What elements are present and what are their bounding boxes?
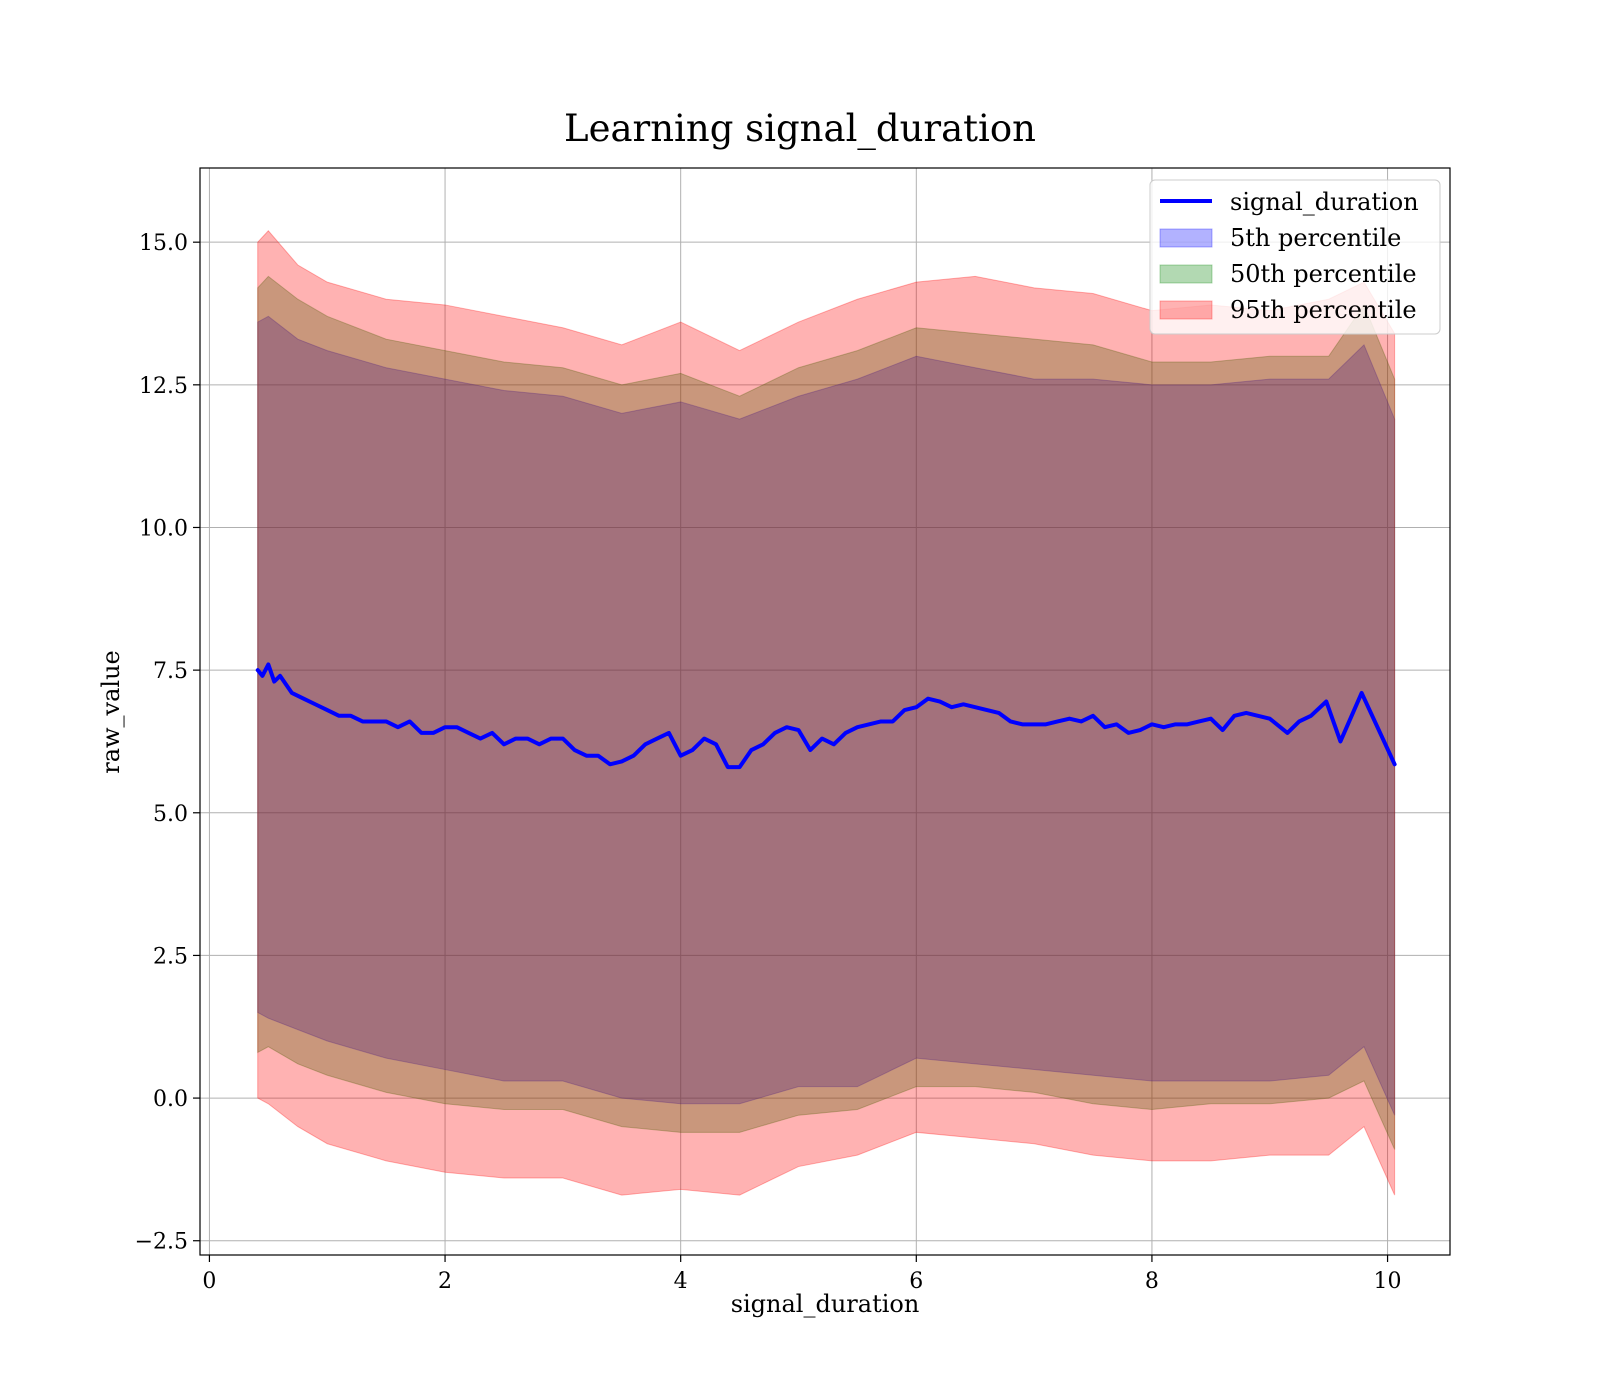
legend-entry-line: signal_duration: [1230, 188, 1419, 216]
gridlines: [200, 168, 1450, 1255]
legend-swatch-50th: [1159, 264, 1213, 284]
percentile-band-2: [257, 275, 1396, 1150]
y-tick-label: 5.0: [153, 802, 188, 827]
legend: signal_duration 5th percentile 50th perc…: [1149, 179, 1441, 335]
legend-entry-5th: 5th percentile: [1230, 224, 1401, 252]
y-axis-label: raw_value: [97, 650, 125, 774]
y-tick-label: 10.0: [139, 516, 188, 541]
y-tick-label: 15.0: [139, 231, 188, 256]
x-axis-label: signal_duration: [731, 1290, 920, 1318]
x-tick-label: 0: [202, 1269, 216, 1294]
chart-title: Learning signal_duration: [564, 107, 1036, 151]
x-tick-label: 10: [1374, 1269, 1402, 1294]
y-axis-ticks: −2.5 0.0 2.5 5.0 7.5 10.0 12.5 15.0: [135, 231, 200, 1255]
y-tick-label: 2.5: [153, 944, 188, 969]
y-tick-label: −2.5: [135, 1230, 188, 1255]
percentile-band-3: [257, 230, 1396, 1196]
series-lines: [255, 662, 1397, 770]
legend-entry-50th: 50th percentile: [1230, 260, 1417, 288]
x-tick-label: 8: [1145, 1269, 1159, 1294]
x-tick-label: 2: [438, 1269, 452, 1294]
legend-swatch-95th: [1159, 300, 1213, 320]
percentile-band-1: [257, 315, 1396, 1116]
x-axis-ticks: 0 2 4 6 8 10: [202, 1255, 1402, 1294]
legend-swatch-5th: [1159, 228, 1213, 248]
series-line-signal-duration: [255, 662, 1397, 770]
legend-box: [1149, 179, 1441, 335]
y-tick-label: 0.0: [153, 1087, 188, 1112]
x-tick-label: 6: [909, 1269, 923, 1294]
plot-frame: [199, 167, 1451, 1256]
y-tick-label: 7.5: [153, 659, 188, 684]
y-tick-label: 12.5: [139, 374, 188, 399]
legend-entry-95th: 95th percentile: [1230, 296, 1417, 324]
percentile-bands: [257, 230, 1396, 1196]
x-tick-label: 4: [674, 1269, 688, 1294]
